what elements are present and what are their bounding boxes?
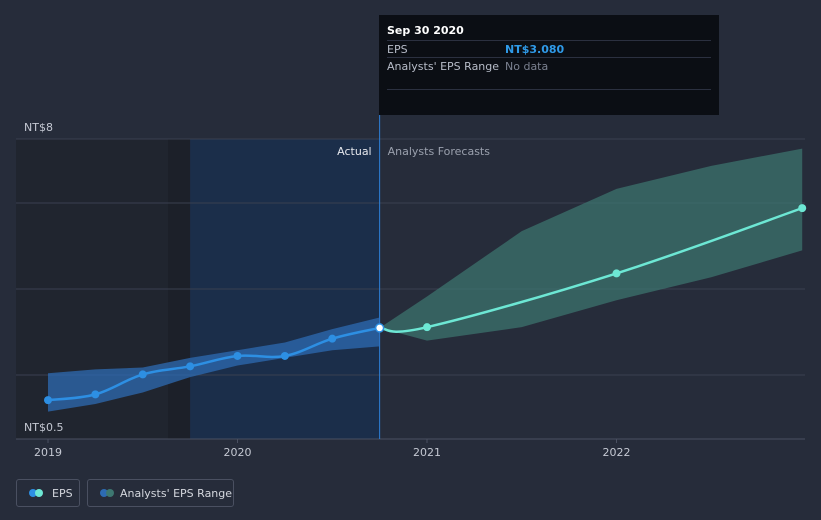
- eps-point-0-6[interactable]: [328, 334, 337, 343]
- y-axis-bottom-label: NT$0.5: [24, 421, 63, 434]
- eps-point-layer[interactable]: [44, 204, 807, 405]
- tooltip-eps-label: EPS: [387, 43, 408, 56]
- eps-legend-swatch-icon: [29, 489, 43, 497]
- axis-text-layer: NT$8 NT$0.5 Actual Analysts Forecasts 20…: [24, 121, 631, 459]
- actual-region-label: Actual: [337, 145, 371, 158]
- x-tick-label-1: 2020: [224, 446, 252, 459]
- tooltip-eps-value: NT$3.080: [505, 43, 565, 56]
- eps-tooltip: Sep 30 2020 EPS NT$3.080 Analysts' EPS R…: [379, 15, 719, 115]
- eps-line-1: [379, 206, 803, 333]
- eps-point-1-2[interactable]: [612, 269, 621, 278]
- tooltip-date: Sep 30 2020: [387, 24, 464, 37]
- tooltip-row-eps: EPS NT$3.080: [387, 40, 711, 58]
- tooltip-range-label: Analysts' EPS Range: [387, 60, 500, 73]
- eps-range-area-1: [379, 148, 803, 341]
- forecast-region-label: Analysts Forecasts: [388, 145, 491, 158]
- eps-point-0-1[interactable]: [91, 390, 100, 399]
- eps-line-0: [47, 326, 380, 402]
- tooltip-range-value: No data: [505, 60, 549, 73]
- eps-point-0-3[interactable]: [186, 362, 195, 371]
- x-tick-label-3: 2022: [603, 446, 631, 459]
- legend-eps-button[interactable]: EPS: [16, 479, 80, 507]
- eps-line-layer: [47, 206, 803, 402]
- eps-point-1-3[interactable]: [798, 204, 807, 213]
- eps-point-0-2[interactable]: [138, 370, 147, 379]
- legend-eps-range-button[interactable]: Analysts' EPS Range: [87, 479, 234, 507]
- eps-point-0-4[interactable]: [233, 351, 242, 360]
- legend-eps-label: EPS: [52, 487, 73, 500]
- eps-range-area-0: [48, 317, 380, 412]
- eps-range-legend-swatch-icon: [100, 489, 114, 497]
- x-tick-label-2: 2021: [413, 446, 441, 459]
- range-area-layer: [48, 148, 803, 412]
- legend-eps-range-label: Analysts' EPS Range: [120, 487, 233, 500]
- tooltip-row-range: Analysts' EPS Range No data: [387, 57, 711, 75]
- eps-point-0-7[interactable]: [374, 323, 385, 333]
- eps-point-1-1[interactable]: [423, 323, 431, 332]
- tooltip-divider: [387, 89, 711, 106]
- eps-point-0-0[interactable]: [44, 396, 52, 405]
- x-tick-label-0: 2019: [34, 446, 62, 459]
- y-axis-top-label: NT$8: [24, 121, 53, 134]
- eps-point-0-5[interactable]: [280, 351, 289, 360]
